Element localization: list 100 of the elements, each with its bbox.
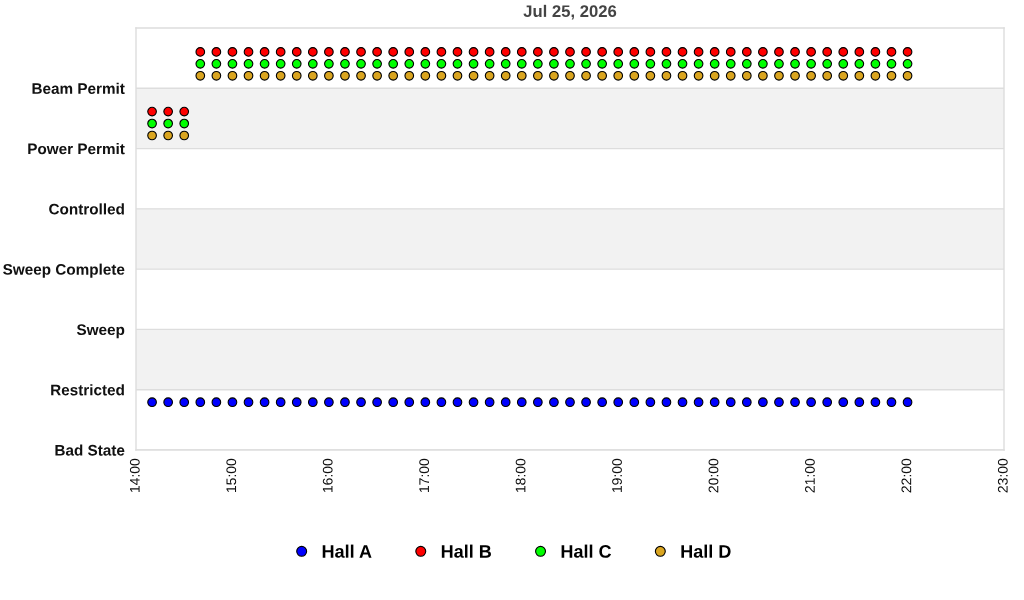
point bbox=[179, 118, 190, 129]
category-label: Bad State bbox=[55, 444, 125, 456]
point bbox=[758, 58, 768, 69]
point bbox=[838, 58, 849, 69]
point bbox=[661, 58, 672, 69]
point bbox=[420, 47, 431, 57]
point bbox=[854, 47, 865, 57]
point bbox=[243, 397, 254, 408]
point bbox=[195, 70, 206, 81]
point bbox=[549, 58, 559, 69]
point bbox=[758, 397, 768, 408]
point bbox=[902, 47, 913, 57]
point bbox=[549, 70, 559, 81]
point bbox=[645, 70, 656, 81]
point bbox=[356, 70, 366, 81]
point bbox=[484, 70, 495, 81]
point bbox=[758, 47, 768, 57]
point bbox=[227, 47, 238, 57]
x-tick-label: 19:00 bbox=[612, 458, 622, 493]
point bbox=[516, 397, 527, 408]
point bbox=[163, 130, 174, 141]
point bbox=[790, 47, 800, 57]
category-label: Power Permit bbox=[28, 143, 125, 155]
point bbox=[195, 47, 206, 57]
point bbox=[758, 70, 768, 81]
point bbox=[597, 58, 608, 69]
point bbox=[211, 58, 222, 69]
point bbox=[404, 70, 415, 81]
point bbox=[468, 70, 479, 81]
point bbox=[886, 47, 897, 57]
point bbox=[500, 70, 511, 81]
x-tick-label: 22:00 bbox=[901, 458, 912, 493]
point bbox=[645, 58, 656, 69]
point bbox=[404, 58, 415, 69]
point bbox=[275, 397, 286, 408]
point bbox=[211, 70, 222, 81]
point bbox=[565, 397, 575, 408]
point bbox=[468, 47, 479, 57]
point bbox=[886, 397, 897, 408]
point bbox=[822, 58, 833, 69]
point bbox=[661, 397, 672, 408]
point bbox=[388, 397, 399, 408]
legend-label: Hall B bbox=[441, 544, 491, 558]
point bbox=[307, 47, 318, 57]
point bbox=[581, 397, 591, 408]
point bbox=[243, 70, 254, 81]
point bbox=[725, 47, 736, 57]
point bbox=[854, 58, 865, 69]
point bbox=[790, 58, 800, 69]
point bbox=[774, 70, 784, 81]
point bbox=[613, 58, 624, 69]
legend-label: Hall D bbox=[681, 544, 731, 558]
point bbox=[388, 58, 399, 69]
point bbox=[854, 397, 865, 408]
point bbox=[436, 397, 447, 408]
point bbox=[516, 70, 527, 81]
point bbox=[581, 58, 591, 69]
point bbox=[806, 47, 816, 57]
point bbox=[372, 47, 382, 57]
point bbox=[227, 397, 238, 408]
point bbox=[725, 58, 736, 69]
point bbox=[324, 397, 334, 408]
point bbox=[484, 58, 495, 69]
point bbox=[532, 70, 543, 81]
point bbox=[565, 47, 575, 57]
point bbox=[741, 58, 752, 69]
category-label: Sweep bbox=[76, 324, 125, 339]
point bbox=[484, 47, 495, 57]
point bbox=[500, 58, 511, 69]
point bbox=[886, 70, 897, 81]
point bbox=[195, 58, 206, 69]
point bbox=[307, 70, 318, 81]
point bbox=[693, 397, 704, 408]
x-tick-label: 20:00 bbox=[708, 458, 719, 493]
point bbox=[870, 58, 881, 69]
point bbox=[774, 47, 784, 57]
point bbox=[179, 106, 190, 117]
point bbox=[838, 47, 849, 57]
point bbox=[806, 58, 816, 69]
point bbox=[484, 397, 495, 408]
point bbox=[243, 58, 254, 69]
point bbox=[902, 58, 913, 69]
point bbox=[677, 70, 688, 81]
x-tick-label: 21:00 bbox=[805, 458, 815, 493]
point bbox=[340, 47, 350, 57]
point bbox=[372, 397, 382, 408]
point bbox=[500, 397, 511, 408]
point bbox=[275, 58, 286, 69]
point bbox=[452, 70, 463, 81]
point bbox=[693, 58, 704, 69]
point bbox=[838, 397, 849, 408]
point bbox=[404, 47, 415, 57]
point bbox=[822, 47, 833, 57]
point bbox=[259, 47, 270, 57]
point bbox=[709, 58, 720, 69]
category-label: Controlled bbox=[49, 203, 124, 215]
point bbox=[774, 58, 784, 69]
point bbox=[404, 397, 415, 408]
point bbox=[500, 47, 511, 57]
point bbox=[147, 106, 157, 117]
